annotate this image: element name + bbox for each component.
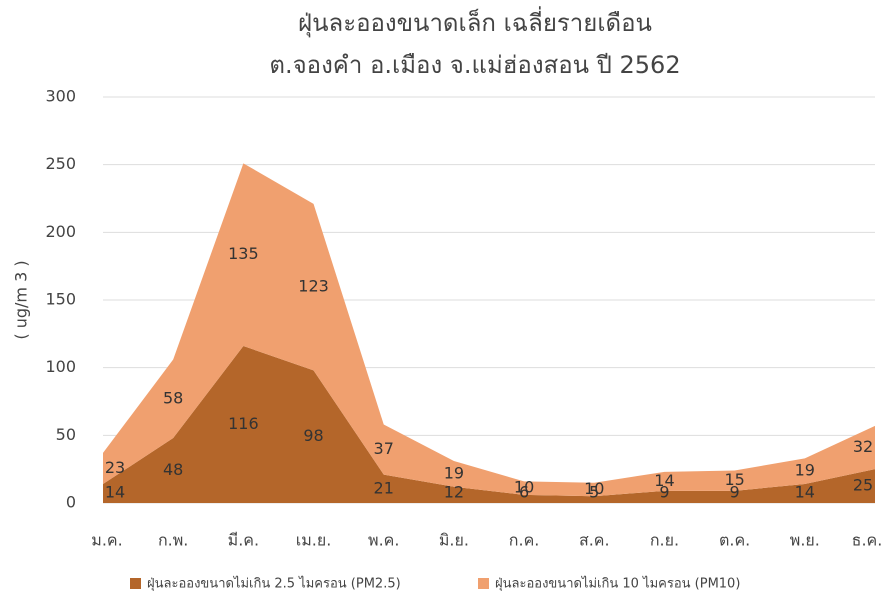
y-tick-label: 100 <box>45 357 76 376</box>
x-tick-label: ส.ค. <box>579 531 610 550</box>
data-label: 23 <box>105 458 125 477</box>
data-label: 37 <box>374 439 394 458</box>
x-tick-label: มี.ค. <box>228 531 259 550</box>
y-tick-label: 200 <box>45 222 76 241</box>
legend-swatch <box>130 578 141 589</box>
data-label: 10 <box>584 479 604 498</box>
data-label: 58 <box>163 388 183 407</box>
data-label: 12 <box>444 483 464 502</box>
data-label: 19 <box>795 461 815 480</box>
legend-label: ฝุ่นละอองขนาดไม่เกิน 2.5 ไมครอน (PM2.5) <box>147 576 401 592</box>
data-label: 48 <box>163 460 183 479</box>
data-label: 32 <box>853 437 873 456</box>
data-label: 9 <box>659 483 669 502</box>
x-tick-label: พ.ค. <box>368 531 399 550</box>
y-tick-label: 250 <box>45 154 76 173</box>
area <box>103 346 875 503</box>
legend-label: ฝุ่นละอองขนาดไม่เกิน 10 ไมครอน (PM10) <box>495 576 740 592</box>
area <box>103 163 875 497</box>
data-label: 14 <box>795 483 815 502</box>
data-label: 9 <box>730 483 740 502</box>
chart-title: ฝุ่นละอองขนาดเล็ก เฉลี่ยรายเดือน <box>298 6 652 38</box>
x-tick-label: พ.ย. <box>790 531 820 550</box>
data-label: 25 <box>853 476 873 495</box>
x-tick-label: ก.พ. <box>158 531 188 550</box>
x-tick-label: ธ.ค. <box>852 531 883 550</box>
legend-swatch <box>478 578 489 589</box>
y-axis-label: ( ug/m 3 ) <box>12 260 31 339</box>
data-label: 10 <box>514 478 534 497</box>
data-label: 5 <box>589 483 599 502</box>
y-tick-label: 300 <box>45 87 76 106</box>
y-tick-label: 0 <box>66 493 76 512</box>
data-label: 14 <box>105 483 125 502</box>
data-label: 19 <box>444 463 464 482</box>
x-tick-label: ก.ย. <box>650 531 679 550</box>
data-label: 14 <box>654 471 674 490</box>
data-label: 21 <box>374 478 394 497</box>
data-label: 116 <box>228 414 259 433</box>
data-label: 15 <box>724 470 744 489</box>
data-label: 135 <box>228 244 259 263</box>
data-label: 123 <box>298 277 329 296</box>
x-tick-label: ก.ค. <box>509 531 540 550</box>
data-label: 98 <box>303 426 323 445</box>
x-tick-label: มิ.ย. <box>439 531 469 550</box>
data-label: 6 <box>519 483 529 502</box>
x-tick-label: ม.ค. <box>91 531 122 550</box>
chart-title: ต.จองคำ อ.เมือง จ.แม่ฮ่องสอน ปี 2562 <box>269 51 680 79</box>
x-tick-label: เม.ย. <box>296 531 332 550</box>
y-tick-label: 150 <box>45 290 76 309</box>
y-tick-label: 50 <box>56 425 76 444</box>
x-tick-label: ต.ค. <box>719 531 750 550</box>
